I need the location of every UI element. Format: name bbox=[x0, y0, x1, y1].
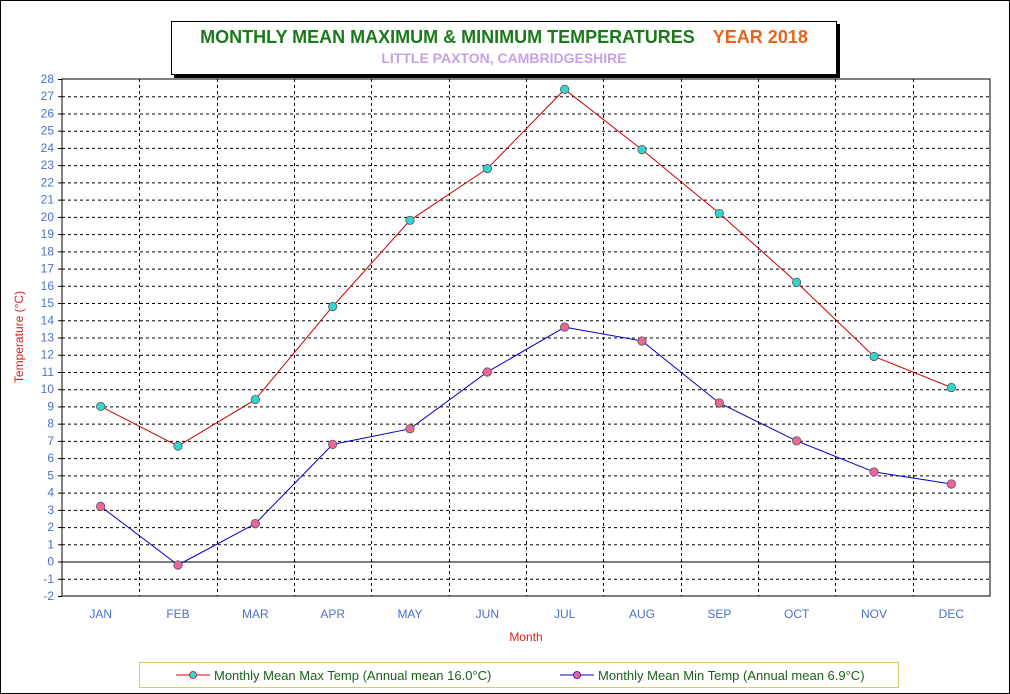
y-tick-label: 11 bbox=[42, 365, 55, 379]
y-tick-label: 22 bbox=[41, 175, 55, 189]
data-point-min-sep bbox=[714, 398, 724, 408]
x-tick-label: APR bbox=[320, 607, 345, 621]
legend-item-min: Monthly Mean Min Temp (Annual mean 6.9°C… bbox=[560, 663, 865, 687]
y-tick-label: 6 bbox=[47, 451, 54, 465]
legend-max-label: Monthly Mean Max Temp (Annual mean 16.0°… bbox=[214, 667, 492, 683]
legend: Monthly Mean Max Temp (Annual mean 16.0°… bbox=[139, 662, 899, 688]
data-point-min-jul bbox=[560, 322, 570, 332]
y-tick-label: 21 bbox=[41, 193, 55, 207]
title-box: MONTHLY MEAN MAXIMUM & MINIMUM TEMPERATU… bbox=[171, 21, 837, 75]
y-tick-label: -1 bbox=[43, 572, 54, 586]
y-tick-label: 10 bbox=[41, 382, 55, 396]
data-point-min-jun bbox=[482, 367, 492, 377]
y-tick-label: 23 bbox=[41, 158, 55, 172]
legend-item-max: Monthly Mean Max Temp (Annual mean 16.0°… bbox=[176, 663, 491, 687]
x-tick-label: JUN bbox=[476, 607, 499, 621]
legend-min-swatch bbox=[560, 671, 594, 679]
data-point-min-mar bbox=[250, 519, 260, 529]
y-tick-label: 27 bbox=[41, 89, 55, 103]
y-tick-label: 9 bbox=[47, 399, 54, 413]
y-tick-label: 18 bbox=[41, 244, 55, 258]
y-tick-label: 28 bbox=[41, 72, 55, 86]
x-tick-label: MAY bbox=[397, 607, 422, 621]
data-point-max-jun bbox=[482, 164, 492, 174]
data-point-min-apr bbox=[328, 439, 338, 449]
y-tick-label: 12 bbox=[41, 348, 55, 362]
y-tick-label: 25 bbox=[41, 124, 55, 138]
y-tick-label: 8 bbox=[47, 417, 54, 431]
y-tick-label: 17 bbox=[41, 262, 55, 276]
y-tick-label: 2 bbox=[47, 520, 54, 534]
y-tick-label: 7 bbox=[47, 434, 54, 448]
data-point-min-nov bbox=[869, 467, 879, 477]
y-tick-label: 26 bbox=[41, 106, 55, 120]
x-tick-label: MAR bbox=[242, 607, 269, 621]
chart-subtitle: LITTLE PAXTON, CAMBRIDGESHIRE bbox=[381, 50, 627, 66]
y-tick-label: 5 bbox=[47, 468, 54, 482]
data-point-max-apr bbox=[328, 301, 338, 312]
x-tick-label: FEB bbox=[166, 607, 189, 621]
data-point-min-aug bbox=[637, 336, 647, 346]
chart-title: MONTHLY MEAN MAXIMUM & MINIMUM TEMPERATU… bbox=[172, 27, 836, 48]
data-point-max-jan bbox=[96, 401, 106, 412]
series-line-max bbox=[100, 88, 952, 447]
y-tick-label: 20 bbox=[41, 210, 55, 224]
legend-min-label: Monthly Mean Min Temp (Annual mean 6.9°C… bbox=[598, 667, 865, 683]
title-year: YEAR 2018 bbox=[712, 27, 808, 47]
data-point-min-feb bbox=[173, 560, 183, 570]
data-point-min-oct bbox=[792, 436, 802, 446]
data-point-min-may bbox=[405, 424, 415, 434]
x-tick-label: OCT bbox=[784, 607, 810, 621]
x-tick-label: AUG bbox=[629, 607, 655, 621]
data-point-max-feb bbox=[173, 441, 183, 451]
x-tick-label: JAN bbox=[89, 607, 112, 621]
y-tick-label: 13 bbox=[41, 331, 55, 345]
x-tick-label: JUL bbox=[554, 607, 576, 621]
data-point-min-jan bbox=[96, 501, 106, 511]
data-point-min-dec bbox=[946, 479, 956, 489]
y-tick-label: 19 bbox=[41, 227, 55, 241]
data-point-max-sep bbox=[714, 208, 724, 219]
y-tick-label: 15 bbox=[41, 296, 55, 310]
y-tick-label: 3 bbox=[47, 503, 54, 517]
legend-max-swatch bbox=[176, 671, 210, 679]
data-point-max-nov bbox=[869, 351, 879, 362]
data-point-max-dec bbox=[946, 382, 956, 393]
y-tick-label: -2 bbox=[43, 589, 54, 603]
y-tick-label: 24 bbox=[41, 141, 55, 155]
y-tick-label: 1 bbox=[47, 537, 54, 551]
x-tick-label: DEC bbox=[939, 607, 965, 621]
x-axis-title: Month bbox=[509, 630, 542, 644]
x-tick-label: SEP bbox=[707, 607, 731, 621]
data-point-max-oct bbox=[792, 277, 802, 287]
data-point-max-may bbox=[405, 215, 415, 225]
y-tick-label: 14 bbox=[41, 313, 55, 327]
x-tick-label: NOV bbox=[861, 607, 887, 621]
y-axis-title: Temperature (°C) bbox=[12, 291, 26, 383]
data-point-max-mar bbox=[250, 394, 260, 405]
y-tick-label: 0 bbox=[47, 555, 54, 569]
title-main-text: MONTHLY MEAN MAXIMUM & MINIMUM TEMPERATU… bbox=[200, 27, 695, 47]
data-point-max-aug bbox=[637, 145, 647, 155]
y-tick-label: 16 bbox=[41, 279, 55, 293]
data-point-max-jul bbox=[560, 84, 570, 94]
series-line-min bbox=[100, 326, 952, 566]
y-tick-label: 4 bbox=[47, 486, 54, 500]
